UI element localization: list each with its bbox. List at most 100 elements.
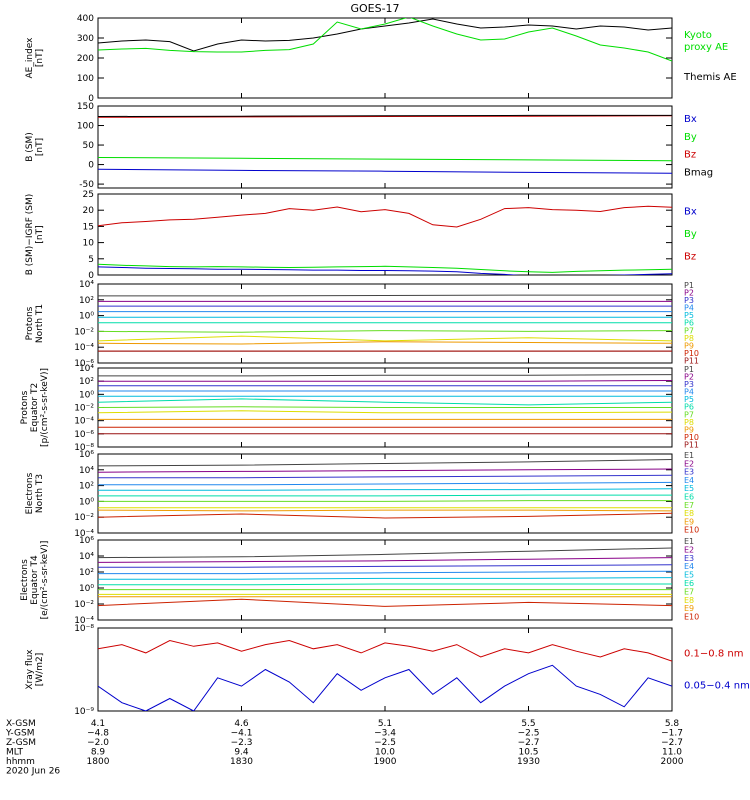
y-tick-label: 10⁴ [79,552,94,562]
y-tick-label: -50 [79,180,94,190]
series-line-e10 [98,512,672,519]
legend-item: P10 [684,433,699,442]
y-tick-label: 10⁻⁶ [74,430,94,440]
legend-item: 0.05−0.4 nm [684,681,750,692]
x-axis-row-value: −4.1 [231,729,253,739]
legend-item: E10 [684,613,699,622]
panel-electrons-t4: 10⁻⁴ 10⁻² 10⁰ 10² 10⁴ 10⁶ Electrons Equator T4[… [20,536,699,626]
y-axis-label-line: Equator T4 [30,555,40,605]
legend-item: Bz [684,251,696,262]
x-axis-row-label: Y-GSM [5,729,34,739]
x-axis-row-value: −3.4 [374,729,396,739]
series-line-e6 [98,494,672,497]
x-axis-row-value: 4.6 [234,719,249,729]
series-line-e2 [98,468,672,473]
legend-item: P9 [684,341,694,350]
x-axis-row-value: 1930 [517,757,540,767]
legend-item: E5 [684,484,694,493]
x-axis-row-value: 10.0 [375,748,395,758]
y-axis-label: Protons North T1 [25,304,45,343]
series-group [98,547,672,607]
legend-item: P1 [684,281,694,290]
legend-item: P5 [684,311,694,320]
y-axis-label-line: B (SM) [25,132,35,162]
series-line-p7 [98,330,672,333]
y-tick-label: 50 [83,141,95,151]
legend-item: E9 [684,517,694,526]
legend-item: E5 [684,571,694,580]
y-axis-label: Electrons Equator T4 [e/(cm²-s-sr-keV)] [20,541,50,620]
series-line-p8 [98,335,672,342]
y-tick-label: 10⁻⁹ [74,707,94,717]
y-tick-label: 10⁻⁴ [74,343,94,353]
y-tick-label: 300 [77,34,94,44]
legend-item: P2 [684,373,694,382]
series-line-themis-ae [98,18,672,52]
series-group [98,459,672,519]
y-tick-label: 10⁻⁴ [74,616,94,626]
y-axis-label-line: [e/(cm²-s-sr-keV)] [40,541,50,620]
y-tick-label: 5 [88,255,94,265]
x-axis-row-value: −2.5 [374,738,396,748]
y-tick-label: 10 [83,239,95,249]
y-tick-label: 10⁻⁴ [74,417,94,427]
legend-item: E9 [684,604,694,613]
y-tick-label: 10² [79,296,94,306]
x-axis-row-value: 11.0 [662,748,682,758]
date-label: 2020 Jun 26 [6,767,60,777]
x-axis-row-value: 1830 [230,757,253,767]
y-tick-label: 20 [83,206,95,216]
y-axis-label: Electrons North T3 [25,472,45,514]
series-line-p7 [98,406,672,408]
series-line-bz [98,205,672,228]
y-tick-label: 100 [77,74,94,84]
series-line-0-05-0-4-nm [98,664,672,711]
series-line-bmag [98,114,672,117]
legend-item: P8 [684,334,694,343]
series-line-p1 [98,294,672,297]
legend-item: E7 [684,501,694,510]
plot-title: GOES-17 [350,2,399,15]
y-axis-label-line: [p/(cm²-s-sr-keV)] [40,368,50,447]
y-axis-label-line: Xray flux [25,649,35,690]
series-line-e3 [98,564,672,568]
legend-item: P4 [684,388,694,397]
y-tick-label: 10⁰ [79,584,94,594]
series-group [98,374,672,435]
panel-protons-t1: 10⁻⁶ 10⁻⁴ 10⁻² 10⁰ 10² 10⁴ Protons North T1 P1P2… [25,280,699,369]
panel-xray: 10⁻⁹ 10⁻⁸ Xray flux [W/m2] 0.1−0.8 nm 0.05−0.… [25,624,750,717]
x-axis-row-value: 5.1 [378,719,392,729]
legend-item: P3 [684,296,694,305]
legend-item: Bz [684,150,696,161]
y-tick-label: 10⁴ [79,280,94,290]
x-axis-row-value: 9.4 [234,748,249,758]
legend-item: P3 [684,380,694,389]
legend: Bx By Bz [684,206,697,262]
series-line-bx [98,168,672,174]
y-tick-label: 10⁶ [79,536,94,546]
series-line-e5 [98,577,672,580]
x-axis-row-value: 5.8 [665,719,680,729]
y-axis-label: B (SM) [nT] [25,132,45,162]
y-tick-label: 10² [79,482,94,492]
x-axis-row-label: X-GSM [6,719,36,729]
legend-item: E4 [684,562,694,571]
y-tick-label: 10⁻⁸ [74,443,94,453]
legend-item: P2 [684,289,694,298]
legend-item: Bmag [684,168,713,179]
panel-b-igrf: 0 5 10 15 20 25 B (SM)−IGRF (SM) [nT] Bx By Bz [25,190,697,281]
legend-item: By [684,132,697,143]
legend-item: E1 [684,537,694,546]
y-tick-label: 10⁻² [74,404,94,414]
legend-item: P11 [684,356,699,365]
legend-item: P7 [684,410,694,419]
series-line-e5 [98,488,672,491]
legend-item: E1 [684,451,694,460]
legend-item: Bx [684,206,697,217]
series-line-e7 [98,500,672,502]
series-group [98,205,672,275]
